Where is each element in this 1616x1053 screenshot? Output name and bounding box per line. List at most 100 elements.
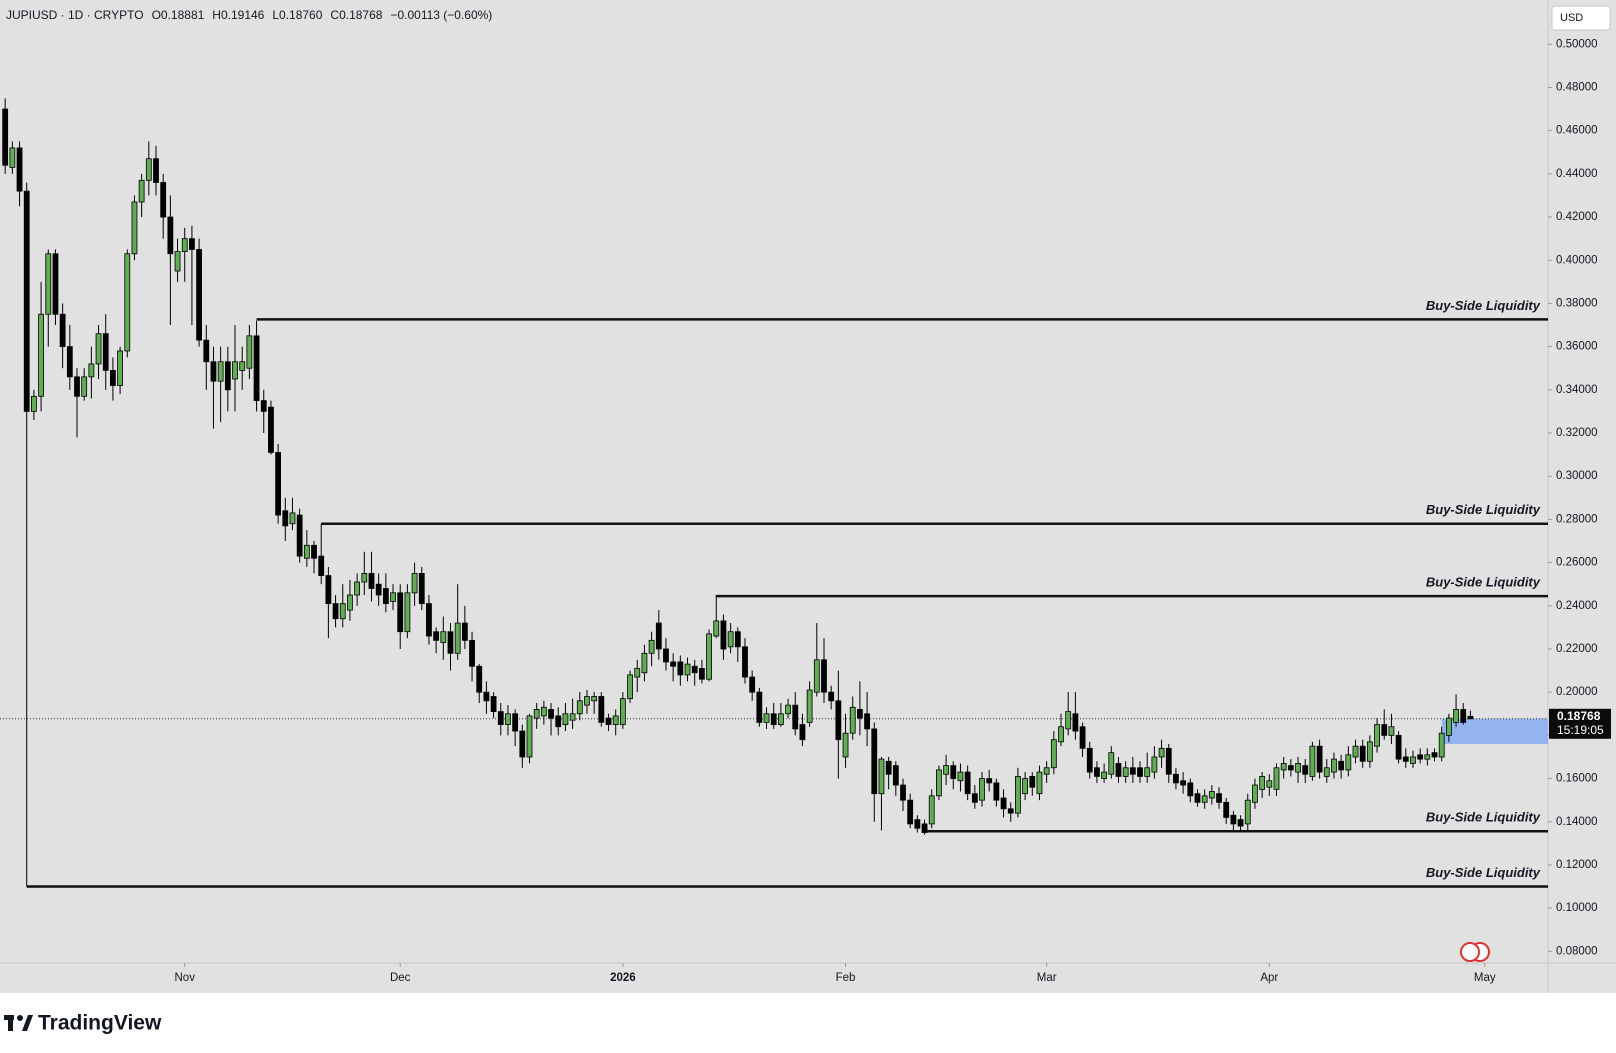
candle-body [1050, 739, 1057, 769]
candle-body [878, 758, 885, 795]
last-price-box [1549, 708, 1611, 739]
candle-body [404, 592, 411, 633]
y-tick-label: 0.10000 [1556, 902, 1598, 914]
candle-body [1431, 752, 1438, 758]
candle-body [138, 179, 145, 203]
candle-body [799, 724, 806, 741]
candle-body [368, 572, 375, 589]
candle-body [224, 361, 231, 391]
candle-body [598, 696, 605, 723]
flag-icon [1460, 942, 1490, 962]
candle-body [1323, 767, 1330, 777]
candle-body [634, 668, 641, 678]
candle-body [1187, 782, 1194, 797]
candle-body [1402, 756, 1409, 762]
candle-body [461, 622, 468, 641]
candle-body [892, 765, 899, 786]
candle-body [397, 592, 404, 633]
candle-body [720, 620, 727, 650]
candle-body [38, 313, 44, 397]
candle-body [476, 665, 483, 693]
high-value: H0.19146 [212, 8, 264, 22]
candle-body [785, 704, 791, 715]
candle-body [497, 711, 504, 725]
candle-body [627, 674, 633, 700]
currency[interactable]: USD [1560, 12, 1583, 24]
liquidity-label: Buy-Side Liquidity [1426, 502, 1541, 517]
y-tick-label: 0.42000 [1556, 211, 1598, 223]
candle-body [806, 689, 813, 723]
candle-body [734, 631, 741, 648]
candle-body [66, 346, 73, 378]
candle-body [1015, 776, 1021, 814]
candle-body [440, 631, 447, 643]
candle-body [31, 395, 37, 412]
candle-body [849, 706, 856, 734]
candle-body [1223, 801, 1230, 818]
candle-body [390, 592, 396, 602]
candle-body [483, 691, 490, 702]
y-tick-label: 0.32000 [1556, 427, 1598, 439]
y-tick-label: 0.38000 [1556, 297, 1598, 309]
candle-body [1460, 709, 1467, 723]
candle-body [1345, 754, 1352, 771]
low-value: L0.18760 [272, 8, 322, 22]
candle-body [828, 691, 835, 702]
candle-body [95, 333, 102, 365]
candle-body [1417, 754, 1424, 760]
candle-body [347, 594, 353, 611]
candle-body [189, 238, 195, 250]
candle-body [1036, 771, 1043, 795]
candle-body [246, 335, 253, 369]
candle-body [921, 823, 928, 833]
candle-body [1043, 767, 1050, 775]
candle-body [1122, 767, 1129, 777]
candle-body [1266, 780, 1273, 788]
candle-body [9, 147, 16, 168]
y-tick-label: 0.12000 [1556, 859, 1598, 871]
candle-body [174, 251, 181, 272]
candle-body [217, 361, 224, 382]
currency-box[interactable] [1551, 5, 1611, 31]
candle-body [153, 158, 159, 183]
candle-body [943, 765, 949, 775]
candle-body [835, 700, 842, 741]
candle-body [950, 765, 957, 779]
candle-body [548, 709, 554, 719]
candle-body [289, 512, 296, 525]
candle-body [88, 363, 95, 378]
close-value: C0.18768 [330, 8, 382, 22]
candle-body [1338, 760, 1345, 771]
candle-body [325, 575, 332, 605]
candle-body [526, 715, 533, 758]
candle-body [303, 544, 310, 559]
brand-logo [4, 1015, 33, 1031]
plot-area: Buy-Side Liquidity Buy-Side Liquidity Buy-… [0, 98, 1548, 888]
y-tick-label: 0.36000 [1556, 341, 1598, 353]
candle-body [605, 717, 612, 725]
candle-body [411, 572, 418, 594]
candle-body [447, 631, 454, 654]
y-tick-label: 0.14000 [1556, 816, 1598, 828]
y-tick-label: 0.20000 [1556, 686, 1598, 698]
candle-body [1359, 745, 1366, 762]
candle-body [339, 603, 346, 620]
candle-body [813, 659, 820, 693]
candle-body [670, 661, 677, 667]
candle-body [1129, 767, 1136, 775]
candle-body [45, 253, 52, 315]
candle-body [145, 158, 152, 181]
candle-body [1137, 767, 1143, 777]
candle-body [354, 581, 361, 596]
y-tick-label: 0.08000 [1556, 945, 1598, 957]
y-tick-label: 0.26000 [1556, 557, 1598, 569]
candle-body [1108, 752, 1115, 775]
y-tick-label: 0.24000 [1556, 600, 1598, 612]
y-tick-label: 0.40000 [1556, 254, 1598, 266]
candle-body [971, 793, 978, 803]
candle-body [1424, 754, 1431, 760]
candle-body [1309, 745, 1316, 777]
candle-body [1273, 767, 1280, 790]
candle-body [964, 771, 971, 795]
candle-body [770, 713, 777, 725]
